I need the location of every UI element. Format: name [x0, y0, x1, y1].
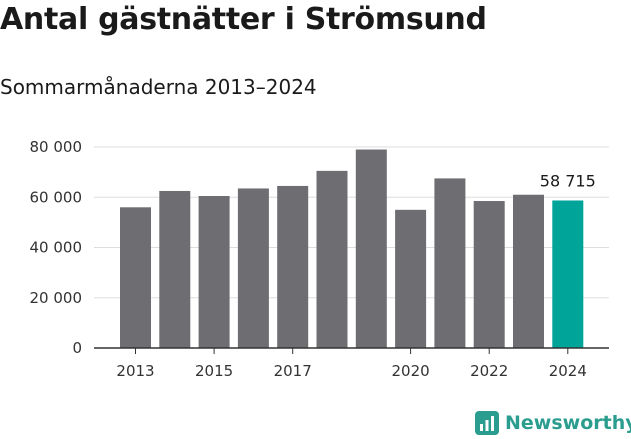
bar-highlighted — [552, 200, 584, 348]
bar — [473, 201, 505, 348]
bars — [120, 149, 584, 348]
bar — [434, 178, 466, 348]
data-labels: 58 715 — [540, 171, 596, 190]
chart-subtitle: Sommarmånaderna 2013–2024 — [0, 75, 317, 99]
y-axis-ticks: 0 20 000 40 000 60 000 80 000 — [30, 138, 83, 357]
y-tick-label: 80 000 — [30, 138, 83, 156]
newsworthy-logo-icon — [475, 411, 499, 435]
bar — [513, 194, 544, 348]
bar — [120, 207, 151, 348]
y-tick-label: 60 000 — [30, 188, 83, 206]
bar — [159, 190, 191, 348]
x-tick-label: 2020 — [392, 362, 430, 380]
chart-title: Antal gästnätter i Strömsund — [0, 2, 487, 37]
x-axis-ticks: 2013 2015 2017 2020 2022 2024 — [116, 348, 587, 380]
y-tick-label: 40 000 — [30, 239, 83, 257]
bar — [316, 170, 348, 348]
x-tick-label: 2017 — [274, 362, 312, 380]
x-tick-label: 2022 — [470, 362, 508, 380]
brand-logo: Newsworthy — [475, 408, 631, 438]
y-tick-label: 0 — [72, 339, 82, 357]
bar — [198, 195, 230, 348]
highlight-value-label: 58 715 — [540, 171, 596, 190]
bar — [237, 188, 269, 348]
y-tick-label: 20 000 — [30, 289, 83, 307]
x-tick-label: 2013 — [116, 362, 154, 380]
brand-name: Newsworthy — [505, 412, 631, 434]
x-tick-label: 2015 — [195, 362, 233, 380]
bar — [355, 149, 387, 348]
x-tick-label: 2024 — [549, 362, 587, 380]
bar — [277, 185, 309, 348]
bar — [395, 209, 427, 348]
